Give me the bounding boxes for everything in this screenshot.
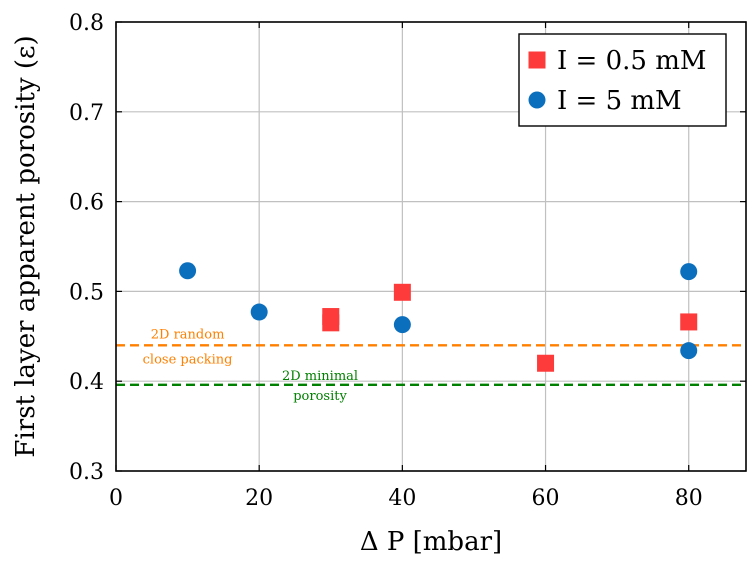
data-point — [680, 263, 698, 281]
data-point — [680, 342, 698, 360]
reference-line-label: porosity — [293, 389, 347, 404]
y-tick-label: 0.3 — [69, 460, 104, 485]
x-tick-label: 40 — [388, 486, 416, 511]
reference-line-label: 2D random — [151, 327, 225, 342]
x-tick-label: 80 — [675, 486, 703, 511]
y-tick-label: 0.8 — [69, 11, 104, 36]
x-tick-label: 0 — [109, 486, 123, 511]
y-tick-label: 0.6 — [69, 191, 104, 216]
data-point — [179, 262, 197, 280]
legend: I = 0.5 mM I = 5 mM — [518, 33, 727, 127]
data-point — [680, 313, 698, 331]
data-point — [322, 314, 340, 332]
y-tick-label: 0.4 — [69, 370, 104, 395]
legend-marker — [528, 91, 546, 109]
axis-ticks — [115, 21, 746, 472]
data-point — [393, 316, 411, 334]
reference-line-label: 2D minimal — [282, 369, 358, 384]
data-point — [537, 354, 555, 372]
data-point — [393, 283, 411, 301]
data-point — [250, 303, 268, 321]
y-axis-title: First layer apparent porosity (ε) — [11, 35, 41, 457]
data-points — [179, 262, 698, 372]
y-tick-label: 0.7 — [69, 101, 104, 126]
x-tick-label: 20 — [245, 486, 273, 511]
reference-lines: 2D random close packing 2D minimal porosity — [116, 327, 746, 404]
x-axis-title: Δ P [mbar] — [360, 527, 502, 557]
reference-line-label: close packing — [143, 352, 233, 367]
y-tick-label: 0.5 — [69, 280, 104, 305]
legend-box — [518, 33, 727, 127]
tick-labels: 0 20 40 60 80 0.3 0.4 0.5 0.6 0.7 0.8 — [69, 11, 703, 511]
legend-marker — [528, 51, 546, 69]
legend-label: I = 5 mM — [557, 86, 682, 116]
plot-frame — [115, 21, 747, 472]
x-tick-label: 60 — [532, 486, 560, 511]
legend-label: I = 0.5 mM — [557, 46, 706, 76]
